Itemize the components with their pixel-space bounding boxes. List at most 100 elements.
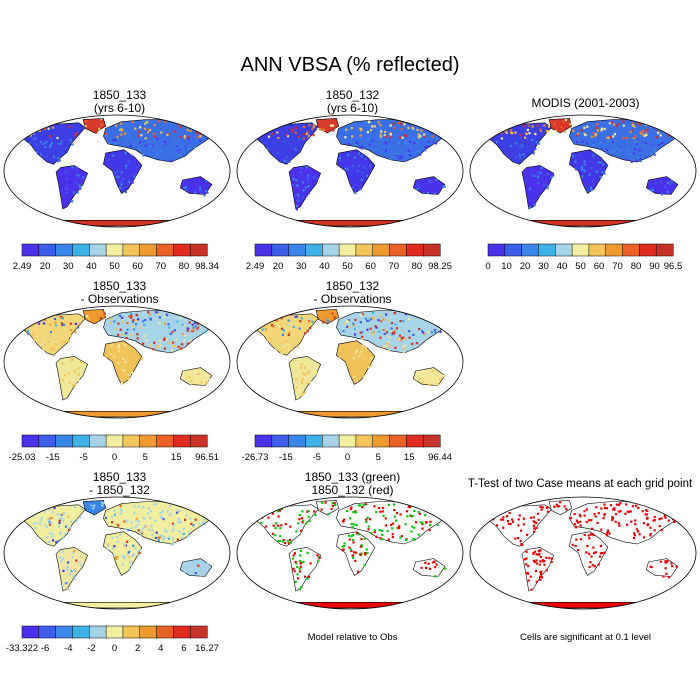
colorbar-swatch <box>89 625 107 639</box>
map-p21 <box>3 305 231 419</box>
colorbar-tick-label: 0 <box>345 452 350 463</box>
colorbar-swatch <box>288 243 307 257</box>
map-texture-p21 <box>17 311 215 396</box>
colorbar-tick-label: 5 <box>376 452 381 463</box>
colorbar-swatch <box>372 434 391 448</box>
colorbar-swatch <box>605 243 624 257</box>
colorbar-swatch <box>305 434 323 448</box>
map-frame-p21 <box>3 305 231 419</box>
colorbar-swatch <box>406 434 424 448</box>
colorbar-tick-label: 70 <box>612 261 623 272</box>
colorbar-cb6: -33.322 -6 -4 -2 0 2 4 6 16.27 <box>6 625 219 654</box>
colorbar-tick-label: 15 <box>404 452 415 463</box>
continent-greenland-p33 <box>548 500 573 516</box>
map-p22 <box>236 305 464 419</box>
colorbar-tick-label: 40 <box>319 261 330 272</box>
map-land-p11 <box>14 118 217 227</box>
colorbar-swatch <box>622 243 640 257</box>
colorbar-cb3: 0 10 20 30 40 50 60 70 80 90 96.5 <box>485 243 683 272</box>
colorbar-swatch <box>389 434 407 448</box>
colorbar-tick-label: 5 <box>143 452 148 463</box>
colorbar-swatch <box>422 434 441 448</box>
colorbar-cb5: -26.73 -15 -5 0 5 15 96.44 <box>242 434 452 463</box>
colorbar-tick-label: 80 <box>412 261 423 272</box>
map-texture-p33 <box>487 501 680 591</box>
map-frame-p22 <box>236 305 464 419</box>
map-p12 <box>236 114 464 228</box>
colorbar-swatch <box>189 625 208 639</box>
colorbar-tick-label: 98.25 <box>428 261 452 272</box>
continent-australia-p33 <box>645 558 679 577</box>
colorbar-tick-label: 2 <box>135 643 140 654</box>
colorbar-swatch <box>55 243 74 257</box>
colorbar-swatch <box>355 243 374 257</box>
map-land-p22 <box>247 309 450 418</box>
colorbar-swatch <box>355 434 374 448</box>
colorbar-tick-label: 20 <box>520 261 531 272</box>
colorbar-tick-label: 70 <box>156 261 167 272</box>
colorbar-tick-label: 80 <box>179 261 190 272</box>
colorbar-tick-label: 0 <box>112 452 117 463</box>
colorbar-tick-label: -5 <box>79 452 87 463</box>
colorbar-swatch <box>21 625 40 639</box>
panel-title-1850-133-obs: 1850_133- Observations <box>80 279 159 306</box>
colorbar-tick-label: 60 <box>132 261 143 272</box>
colorbar-swatch <box>521 243 540 257</box>
footnote-mix: Model relative to Obs <box>307 632 398 643</box>
colorbar-swatch <box>38 243 57 257</box>
colorbar-tick-label: 50 <box>575 261 586 272</box>
colorbar-swatch <box>72 434 90 448</box>
colorbar-tick-label: 30 <box>538 261 549 272</box>
colorbar-swatch <box>305 243 323 257</box>
colorbar-tick-label: -25.03 <box>9 452 36 463</box>
continent-australia-p21 <box>179 367 213 386</box>
colorbar-tick-label: 70 <box>389 261 400 272</box>
colorbar-swatch <box>105 243 124 257</box>
map-p13 <box>469 114 697 228</box>
colorbar-tick-label: 10 <box>501 261 512 272</box>
continent-antarctica-p21 <box>34 411 200 418</box>
colorbar-tick-label: 0 <box>485 261 490 272</box>
colorbar-swatch <box>571 243 590 257</box>
colorbar-tick-label: 2.49 <box>246 261 265 272</box>
colorbar-swatch <box>156 243 174 257</box>
figure-title: ANN VBSA (% reflected) <box>240 54 460 76</box>
colorbar-tick-label: 6 <box>181 643 186 654</box>
map-frame-p11 <box>3 114 231 228</box>
map-frame-p13 <box>469 114 697 228</box>
panel-title-1850-133-abs: 1850_133 (yrs 6-10) <box>92 88 147 115</box>
colorbar-tick-label: 90 <box>649 261 660 272</box>
colorbar-tick-label: 80 <box>631 261 642 272</box>
colorbar-swatch <box>254 243 273 257</box>
map-frame-p33 <box>469 496 697 610</box>
colorbar-swatch <box>372 243 391 257</box>
continent-antarctica-p12 <box>267 220 433 227</box>
colorbar-tick-label: 20 <box>273 261 284 272</box>
colorbar-swatch <box>122 434 141 448</box>
colorbar-tick-label: 40 <box>86 261 97 272</box>
colorbar-swatch <box>55 625 74 639</box>
colorbar-swatch <box>338 434 357 448</box>
colorbar-cb2: 2.49 20 30 40 50 60 70 80 98.25 <box>246 243 452 272</box>
colorbar-swatch <box>139 625 158 639</box>
colorbar-swatch <box>288 434 307 448</box>
map-frame-p31 <box>3 496 231 610</box>
continent-antarctica-p11 <box>34 220 200 227</box>
colorbar-cb4: -25.03 -15 -5 0 5 15 96.51 <box>9 434 219 463</box>
colorbar-tick-label: 96.5 <box>664 261 683 272</box>
colorbar-swatch <box>173 434 191 448</box>
colorbar-swatch <box>322 434 340 448</box>
colorbar-tick-label: 0 <box>112 643 117 654</box>
continent-greenland-p21 <box>82 309 107 325</box>
colorbar-swatch <box>189 434 208 448</box>
colorbar-tick-label: -6 <box>41 643 49 654</box>
colorbar-swatch <box>406 243 424 257</box>
colorbar-tick-label: -5 <box>312 452 320 463</box>
continent-greenland-p32 <box>315 500 340 516</box>
colorbar-swatch <box>254 434 273 448</box>
continent-greenland-p13 <box>548 118 573 134</box>
colorbar-tick-label: -33.322 <box>6 643 38 654</box>
colorbar-tick-label: -4 <box>64 643 72 654</box>
colorbar-swatch <box>422 243 441 257</box>
